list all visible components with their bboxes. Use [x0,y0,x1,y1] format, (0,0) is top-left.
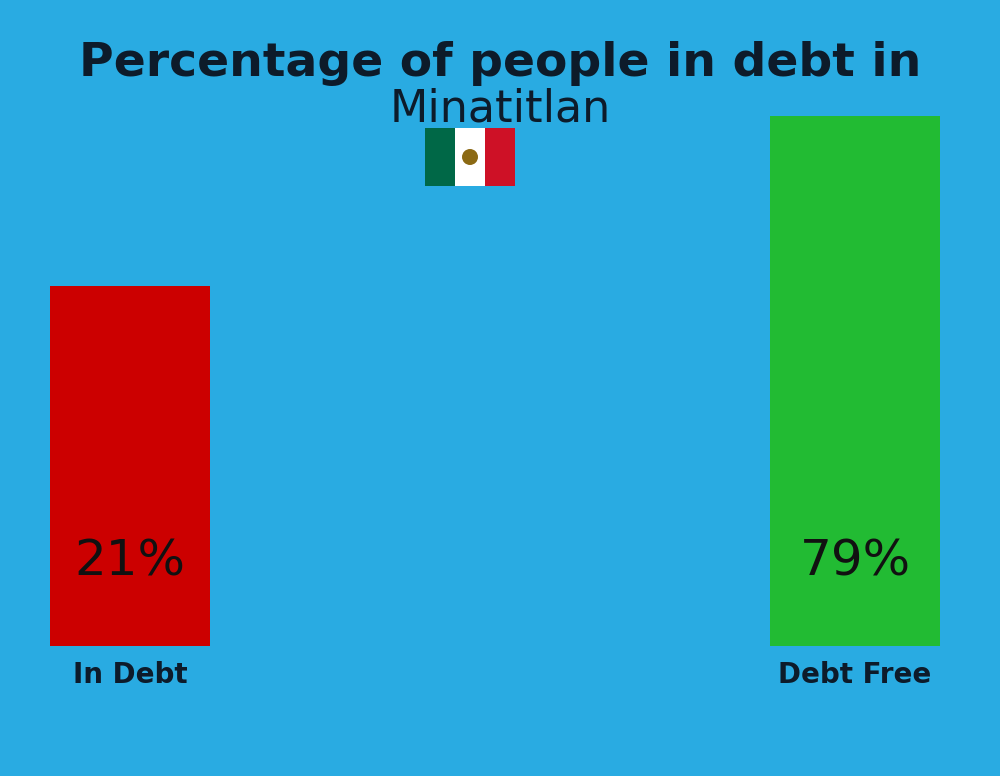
Bar [455,128,485,186]
Text: Percentage of people in debt in: Percentage of people in debt in [79,41,921,86]
Text: Debt Free: Debt Free [778,661,932,689]
Bar [485,128,515,186]
Text: Minatitlan: Minatitlan [389,88,611,131]
Bar [50,286,210,646]
Text: In Debt: In Debt [73,661,187,689]
Text: 79%: 79% [799,538,911,586]
Bar [425,128,455,186]
Text: 21%: 21% [74,538,186,586]
Bar [770,116,940,646]
Circle shape [462,149,478,165]
